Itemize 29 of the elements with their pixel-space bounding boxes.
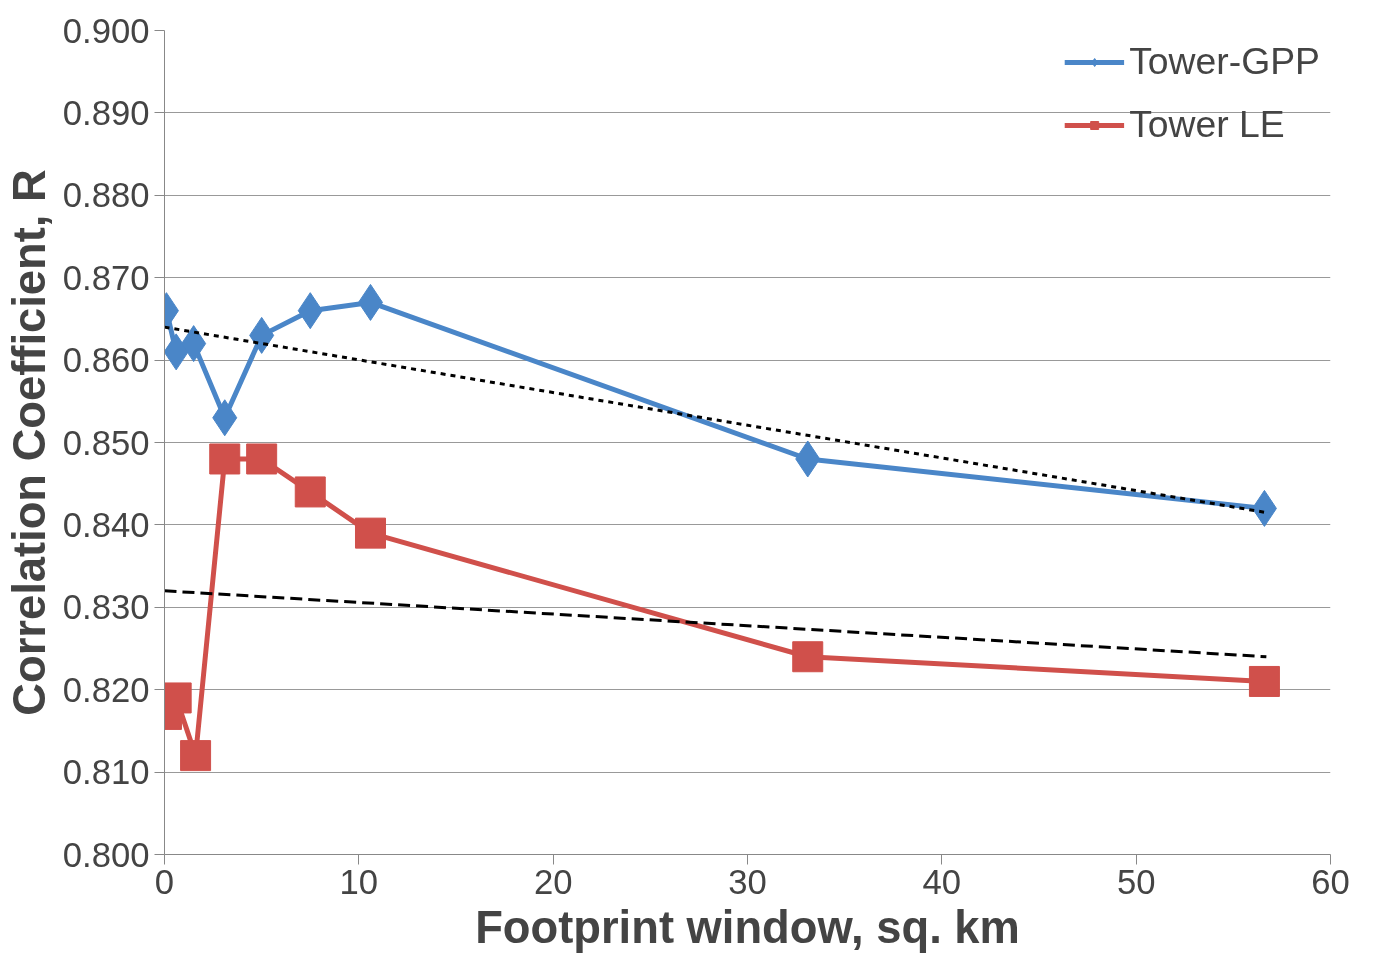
x-tick-label: 0 [154, 862, 175, 901]
y-tick-label: 0.810 [62, 753, 150, 792]
y-tick-label: 0.820 [62, 670, 150, 709]
y-tick-label: 0.880 [62, 176, 150, 215]
x-tick-label: 40 [922, 862, 962, 901]
y-tick-label: 0.900 [62, 11, 150, 50]
x-tick-label: 50 [1116, 862, 1156, 901]
point [246, 443, 278, 475]
y-tick-label: 0.800 [62, 835, 150, 874]
x-tick-label: 20 [533, 862, 573, 901]
x-axis-title: Footprint window, sq. km [475, 901, 1020, 953]
x-tick-label: 60 [1311, 862, 1350, 901]
x-tick-label: 30 [728, 862, 767, 901]
point [209, 443, 241, 475]
y-tick-label: 0.850 [62, 423, 150, 462]
y-axis-title: Correlation Coefficient, R [3, 169, 55, 716]
y-tick-label: 0.860 [62, 341, 150, 380]
y-tick-label: 0.890 [62, 93, 150, 132]
x-tick-label: 10 [339, 862, 379, 901]
point [792, 641, 824, 673]
point [294, 476, 326, 508]
point [354, 517, 386, 549]
point [1248, 665, 1280, 697]
legend-label: Tower-GPP [1129, 40, 1320, 83]
y-tick-label: 0.840 [62, 505, 150, 544]
y-tick-label: 0.870 [62, 258, 150, 297]
point [180, 740, 212, 772]
legend-label: Tower LE [1129, 103, 1285, 146]
y-tick-label: 0.830 [62, 588, 150, 627]
